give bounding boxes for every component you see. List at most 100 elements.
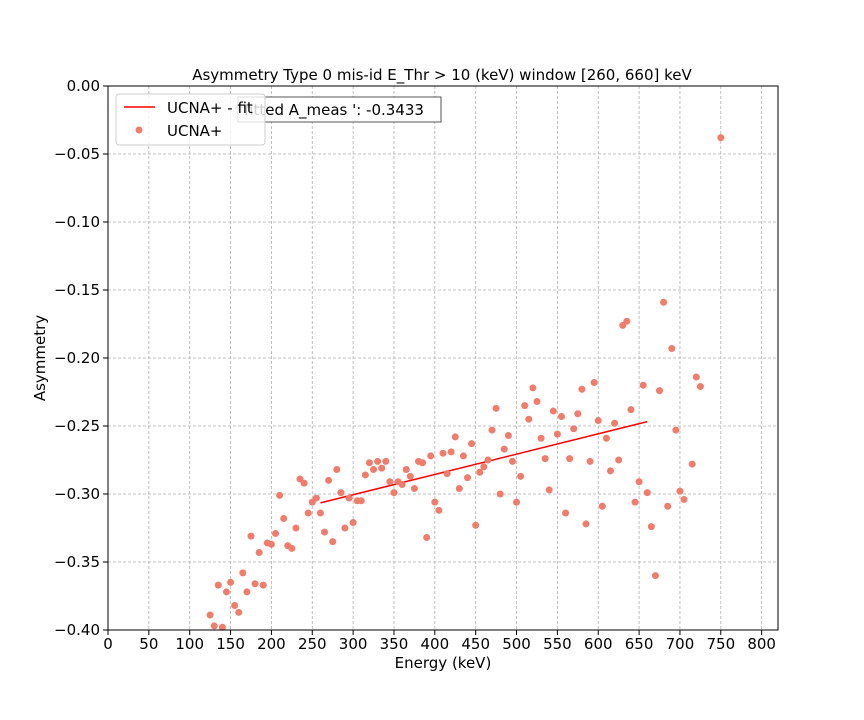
- data-point: [590, 378, 598, 386]
- data-point: [688, 460, 696, 468]
- x-tick-label: 50: [139, 635, 158, 653]
- data-point: [325, 476, 333, 484]
- data-point: [594, 417, 602, 425]
- data-point: [508, 457, 516, 465]
- y-tick-label: −0.35: [54, 553, 100, 571]
- data-point: [541, 455, 549, 463]
- data-point: [553, 430, 561, 438]
- legend-scatter-marker: [135, 126, 143, 134]
- data-point: [459, 452, 467, 460]
- legend: UCNA+ - fit UCNA+: [115, 93, 266, 146]
- y-tick-label: −0.40: [54, 621, 100, 639]
- data-point: [647, 523, 655, 531]
- y-tick-label: −0.05: [54, 145, 100, 163]
- data-point: [280, 514, 288, 522]
- data-point: [537, 434, 545, 442]
- data-point: [210, 622, 218, 630]
- data-point: [435, 506, 443, 514]
- x-tick-label: 500: [502, 635, 531, 653]
- data-point: [312, 494, 320, 502]
- data-point: [492, 404, 500, 412]
- data-point: [651, 572, 659, 580]
- data-point: [423, 534, 431, 542]
- data-point: [598, 502, 606, 510]
- data-point: [276, 491, 284, 499]
- data-point: [602, 434, 610, 442]
- data-point: [496, 490, 504, 498]
- data-point: [206, 611, 214, 619]
- data-point: [488, 426, 496, 434]
- y-tick-label: −0.10: [54, 213, 100, 231]
- data-point: [586, 457, 594, 465]
- x-tick-label: 700: [666, 635, 695, 653]
- data-point: [562, 509, 570, 517]
- data-point: [439, 449, 447, 457]
- x-tick-label: 300: [339, 635, 368, 653]
- data-point: [288, 544, 296, 552]
- x-tick-label: 550: [543, 635, 572, 653]
- data-point: [382, 457, 390, 465]
- data-point: [672, 426, 680, 434]
- data-point: [292, 524, 300, 532]
- data-point: [557, 412, 565, 420]
- data-point: [251, 580, 259, 588]
- data-point: [243, 588, 251, 596]
- data-point: [664, 502, 672, 510]
- chart-title: Asymmetry Type 0 mis-id E_Thr > 10 (keV)…: [192, 66, 692, 85]
- y-axis: 0.00 −0.05 −0.10 −0.15 −0.20 −0.25 −0.30 −0.35 −…: [54, 77, 108, 639]
- data-point: [402, 466, 410, 474]
- data-point: [304, 509, 312, 517]
- data-point: [255, 548, 263, 556]
- y-tick-label: −0.25: [54, 417, 100, 435]
- data-point: [316, 509, 324, 517]
- data-point: [521, 402, 529, 410]
- fit-line-series: [320, 420, 648, 504]
- data-point: [635, 478, 643, 486]
- data-point: [631, 498, 639, 506]
- x-tick-label: 400: [421, 635, 450, 653]
- data-point: [214, 581, 222, 589]
- x-tick-label: 350: [380, 635, 409, 653]
- data-point: [231, 602, 239, 610]
- data-point: [574, 410, 582, 418]
- data-point: [341, 524, 349, 532]
- data-point: [406, 472, 414, 480]
- y-tick-label: −0.15: [54, 281, 100, 299]
- x-tick-label: 650: [625, 635, 654, 653]
- data-point: [615, 456, 623, 464]
- data-point: [259, 581, 267, 589]
- data-point: [218, 623, 226, 631]
- x-tick-label: 0: [103, 635, 113, 653]
- data-point: [717, 134, 725, 142]
- data-point: [427, 452, 435, 460]
- data-point: [398, 480, 406, 488]
- data-point: [660, 298, 668, 306]
- data-point: [676, 487, 684, 495]
- data-point: [692, 373, 700, 381]
- data-point: [349, 519, 357, 527]
- fit-line: [320, 420, 648, 504]
- data-point: [272, 529, 279, 537]
- data-point: [455, 485, 463, 493]
- data-point: [582, 520, 590, 528]
- data-point: [468, 440, 476, 448]
- data-point: [484, 456, 492, 464]
- data-point: [623, 317, 631, 325]
- data-point: [267, 540, 275, 548]
- data-point: [533, 398, 541, 406]
- legend-label-fit: UCNA+ - fit: [167, 99, 253, 117]
- data-point: [639, 381, 647, 389]
- x-tick-label: 150: [216, 635, 245, 653]
- data-point: [525, 415, 533, 423]
- y-tick-label: −0.20: [54, 349, 100, 367]
- data-point: [329, 538, 337, 546]
- data-point: [357, 497, 365, 505]
- data-point: [517, 472, 525, 480]
- data-point: [361, 471, 369, 479]
- data-point: [374, 457, 382, 465]
- data-point: [390, 489, 398, 497]
- data-point: [680, 495, 688, 503]
- data-point: [333, 466, 341, 474]
- data-point: [386, 478, 394, 486]
